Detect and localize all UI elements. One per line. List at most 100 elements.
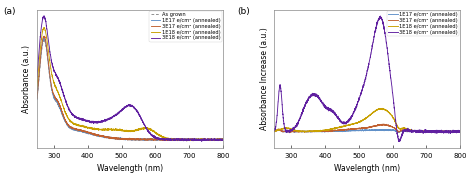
3E17 e/cm² (annealed) xyxy=(220,139,226,141)
1E18 e/cm² (annealed) xyxy=(452,130,458,133)
1E17 e/cm² (annealed) xyxy=(457,131,463,133)
1E17 e/cm² (annealed) xyxy=(357,129,363,131)
1E17 e/cm² (annealed) xyxy=(125,137,130,140)
3E17 e/cm² (annealed) xyxy=(215,139,220,141)
1E17 e/cm² (annealed) xyxy=(362,129,368,131)
3E17 e/cm² (annealed) xyxy=(418,130,424,132)
3E18 e/cm² (annealed) xyxy=(378,15,383,17)
1E17 e/cm² (annealed) xyxy=(272,130,277,133)
Legend: As grown, 1E17 e/cm² (annealed), 3E17 e/cm² (annealed), 1E18 e/cm² (annealed), 3: As grown, 1E17 e/cm² (annealed), 3E17 e/… xyxy=(149,11,222,42)
3E18 e/cm² (annealed) xyxy=(215,138,221,140)
1E18 e/cm² (annealed) xyxy=(418,130,424,132)
3E17 e/cm² (annealed) xyxy=(281,130,287,133)
3E17 e/cm² (annealed) xyxy=(362,127,367,129)
3E18 e/cm² (annealed) xyxy=(418,131,424,133)
1E17 e/cm² (annealed) xyxy=(220,138,226,141)
3E18 e/cm² (annealed) xyxy=(44,27,49,29)
1E18 e/cm² (annealed) xyxy=(357,121,363,123)
1E18 e/cm² (annealed) xyxy=(457,130,463,132)
3E17 e/cm² (annealed) xyxy=(380,123,386,125)
3E18 e/cm² (annealed) xyxy=(34,76,40,78)
3E17 e/cm² (annealed) xyxy=(125,139,130,141)
3E17 e/cm² (annealed) xyxy=(272,130,277,132)
As grown xyxy=(44,50,49,52)
1E17 e/cm² (annealed) xyxy=(120,138,126,140)
3E18 e/cm² (annealed) xyxy=(125,104,130,106)
As grown xyxy=(181,139,186,141)
Line: 3E18 e/cm² (annealed): 3E18 e/cm² (annealed) xyxy=(37,16,223,141)
3E17 e/cm² (annealed) xyxy=(34,97,40,99)
As grown xyxy=(218,140,223,142)
3E18 e/cm² (annealed) xyxy=(272,129,277,131)
As grown xyxy=(41,38,46,40)
3E18 e/cm² (annealed) xyxy=(362,80,367,82)
3E18 e/cm² (annealed) xyxy=(41,15,47,17)
Line: As grown: As grown xyxy=(37,39,223,141)
X-axis label: Wavelength (nm): Wavelength (nm) xyxy=(97,164,163,173)
3E18 e/cm² (annealed) xyxy=(452,131,458,133)
1E18 e/cm² (annealed) xyxy=(181,139,186,141)
3E18 e/cm² (annealed) xyxy=(357,96,363,98)
As grown xyxy=(34,98,40,101)
1E17 e/cm² (annealed) xyxy=(34,98,40,100)
1E18 e/cm² (annealed) xyxy=(120,129,126,131)
3E18 e/cm² (annealed) xyxy=(281,121,287,123)
3E18 e/cm² (annealed) xyxy=(452,130,458,132)
3E17 e/cm² (annealed) xyxy=(181,139,186,141)
3E17 e/cm² (annealed) xyxy=(44,46,49,48)
Line: 3E18 e/cm² (annealed): 3E18 e/cm² (annealed) xyxy=(274,16,460,141)
3E17 e/cm² (annealed) xyxy=(211,140,217,142)
As grown xyxy=(215,138,220,141)
3E17 e/cm² (annealed) xyxy=(457,130,463,133)
1E17 e/cm² (annealed) xyxy=(281,131,287,133)
3E18 e/cm² (annealed) xyxy=(181,139,186,141)
As grown xyxy=(220,139,226,141)
3E18 e/cm² (annealed) xyxy=(220,138,226,140)
Line: 1E17 e/cm² (annealed): 1E17 e/cm² (annealed) xyxy=(274,129,460,132)
1E18 e/cm² (annealed) xyxy=(380,107,385,109)
1E18 e/cm² (annealed) xyxy=(220,138,226,140)
1E17 e/cm² (annealed) xyxy=(170,140,175,142)
1E18 e/cm² (annealed) xyxy=(184,140,190,142)
Line: 1E18 e/cm² (annealed): 1E18 e/cm² (annealed) xyxy=(274,108,460,132)
1E18 e/cm² (annealed) xyxy=(41,26,47,29)
3E18 e/cm² (annealed) xyxy=(120,107,126,110)
1E18 e/cm² (annealed) xyxy=(215,139,220,141)
Line: 1E17 e/cm² (annealed): 1E17 e/cm² (annealed) xyxy=(37,38,223,141)
1E17 e/cm² (annealed) xyxy=(215,139,221,141)
3E18 e/cm² (annealed) xyxy=(396,140,401,142)
1E18 e/cm² (annealed) xyxy=(281,127,287,129)
1E18 e/cm² (annealed) xyxy=(215,138,221,141)
3E17 e/cm² (annealed) xyxy=(41,35,47,37)
1E17 e/cm² (annealed) xyxy=(181,139,186,141)
1E18 e/cm² (annealed) xyxy=(362,118,367,120)
1E17 e/cm² (annealed) xyxy=(452,130,458,132)
1E17 e/cm² (annealed) xyxy=(215,139,220,141)
3E17 e/cm² (annealed) xyxy=(452,131,458,133)
Y-axis label: Absorbance (a.u.): Absorbance (a.u.) xyxy=(22,45,31,113)
Line: 1E18 e/cm² (annealed): 1E18 e/cm² (annealed) xyxy=(37,28,223,141)
1E18 e/cm² (annealed) xyxy=(432,131,438,133)
1E18 e/cm² (annealed) xyxy=(34,86,40,88)
As grown xyxy=(125,138,130,140)
Text: (b): (b) xyxy=(237,7,250,16)
1E18 e/cm² (annealed) xyxy=(44,36,49,38)
As grown xyxy=(215,139,220,141)
Line: 3E17 e/cm² (annealed): 3E17 e/cm² (annealed) xyxy=(37,36,223,141)
1E17 e/cm² (annealed) xyxy=(44,47,49,49)
Text: (a): (a) xyxy=(3,7,16,16)
3E17 e/cm² (annealed) xyxy=(452,131,458,133)
1E18 e/cm² (annealed) xyxy=(452,130,458,132)
3E17 e/cm² (annealed) xyxy=(452,130,458,133)
Line: 3E17 e/cm² (annealed): 3E17 e/cm² (annealed) xyxy=(274,124,460,132)
3E18 e/cm² (annealed) xyxy=(457,130,463,132)
Legend: 1E17 e/cm² (annealed), 3E17 e/cm² (annealed), 1E18 e/cm² (annealed), 3E18 e/cm² : 1E17 e/cm² (annealed), 3E17 e/cm² (annea… xyxy=(387,11,459,36)
As grown xyxy=(120,138,126,140)
3E17 e/cm² (annealed) xyxy=(215,139,221,141)
1E17 e/cm² (annealed) xyxy=(452,130,458,132)
X-axis label: Wavelength (nm): Wavelength (nm) xyxy=(334,164,401,173)
3E17 e/cm² (annealed) xyxy=(357,128,363,130)
3E18 e/cm² (annealed) xyxy=(199,140,205,142)
Y-axis label: Absorbance Increase (a.u.): Absorbance Increase (a.u.) xyxy=(260,27,269,130)
1E17 e/cm² (annealed) xyxy=(41,37,47,39)
